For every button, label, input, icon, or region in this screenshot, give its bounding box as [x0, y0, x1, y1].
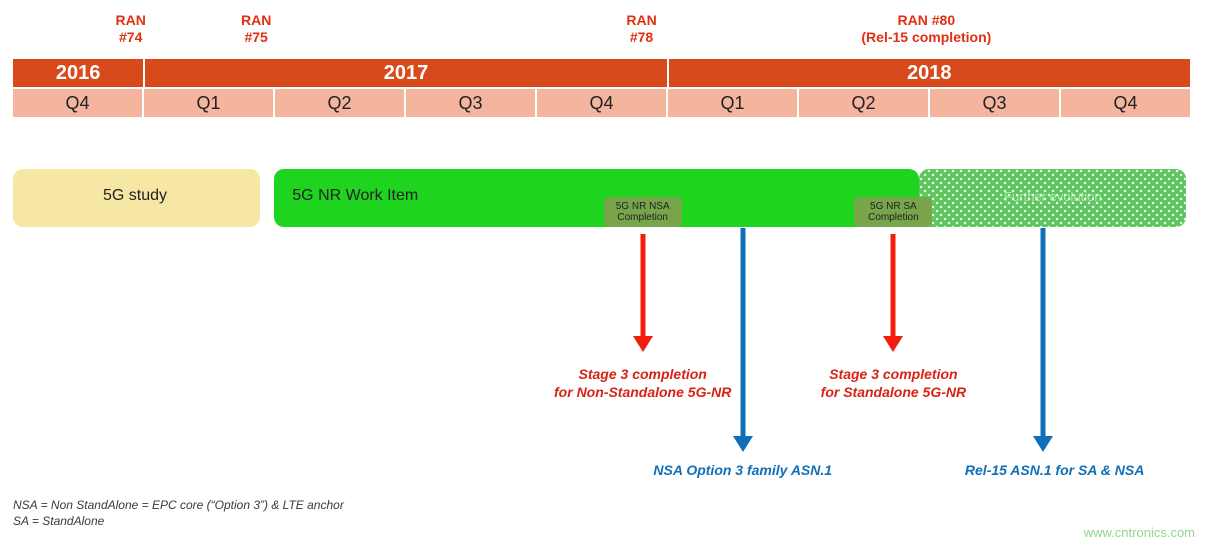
watermark-text: www.cntronics.com: [1084, 525, 1195, 540]
quarter-cell: Q1: [144, 89, 275, 117]
quarter-cell: Q2: [275, 89, 406, 117]
year-label: 2018: [907, 62, 952, 85]
further-evolution-bar: Further evolution: [919, 169, 1186, 227]
study-label: 5G study: [103, 187, 167, 205]
quarter-cell: Q4: [537, 89, 668, 117]
milestone-line: NSA Option 3 family ASN.1: [593, 462, 893, 480]
year-cell: 2016: [13, 59, 145, 87]
quarter-row: Q4 Q1 Q2 Q3 Q4 Q1 Q2 Q3 Q4: [13, 89, 1190, 117]
quarter-cell: Q4: [13, 89, 144, 117]
ran-label: RAN#78: [492, 12, 792, 46]
footnote: NSA = Non StandAlone = EPC core (“Option…: [13, 498, 344, 529]
completion-badge: 5G NR SACompletion: [854, 197, 932, 227]
quarter-label: Q3: [458, 93, 482, 114]
ran-label-line: #75: [106, 29, 406, 46]
year-row: 2016 2017 2018: [13, 59, 1190, 87]
further-evolution-label: Further evolution: [919, 189, 1186, 204]
work-item-label: 5G NR Work Item: [292, 187, 418, 205]
footnote-line-2: SA = StandAlone: [13, 514, 344, 530]
quarter-cell: Q3: [406, 89, 537, 117]
quarter-cell: Q3: [930, 89, 1061, 117]
year-cell: 2018: [669, 59, 1190, 87]
ran-label-line: (Rel-15 completion): [776, 29, 1076, 46]
quarter-cell: Q4: [1061, 89, 1190, 117]
year-cell: 2017: [145, 59, 668, 87]
study-bar: 5G study: [13, 169, 260, 227]
milestone-label: Rel-15 ASN.1 for SA & NSA: [905, 462, 1205, 480]
badge-line: 5G NR SA: [870, 201, 917, 212]
quarter-label: Q1: [196, 93, 220, 114]
badge-line: Completion: [868, 212, 919, 223]
footnote-line-1: NSA = Non StandAlone = EPC core (“Option…: [13, 498, 344, 514]
ran-label: RAN#75: [106, 12, 406, 46]
quarter-label: Q4: [1113, 93, 1137, 114]
arrow-down-icon: [631, 234, 655, 352]
timeline-canvas: RAN#74RAN#75RAN#78RAN #80(Rel-15 complet…: [0, 0, 1207, 548]
milestone-line: Rel-15 ASN.1 for SA & NSA: [905, 462, 1205, 480]
ran-label-line: #78: [492, 29, 792, 46]
quarter-label: Q3: [982, 93, 1006, 114]
milestone-line: for Standalone 5G-NR: [743, 384, 1043, 402]
quarter-label: Q2: [327, 93, 351, 114]
arrow-down-icon: [1031, 228, 1055, 452]
ran-label-line: RAN: [492, 12, 792, 29]
ran-label-line: RAN: [106, 12, 406, 29]
badge-line: 5G NR NSA: [616, 201, 670, 212]
quarter-cell: Q2: [799, 89, 930, 117]
work-item-bar: 5G NR Work Item: [274, 169, 919, 227]
badge-line: Completion: [617, 212, 668, 223]
milestone-line: Stage 3 completion: [743, 366, 1043, 384]
year-label: 2016: [56, 62, 101, 85]
quarter-label: Q2: [851, 93, 875, 114]
arrow-down-icon: [881, 234, 905, 352]
ran-label-line: RAN #80: [776, 12, 1076, 29]
quarter-label: Q4: [65, 93, 89, 114]
milestone-label: Stage 3 completionfor Standalone 5G-NR: [743, 366, 1043, 401]
milestone-label: NSA Option 3 family ASN.1: [593, 462, 893, 480]
ran-label: RAN #80(Rel-15 completion): [776, 12, 1076, 46]
arrow-down-icon: [731, 228, 755, 452]
watermark: www.cntronics.com: [1084, 525, 1195, 540]
quarter-label: Q1: [720, 93, 744, 114]
quarter-label: Q4: [589, 93, 613, 114]
completion-badge: 5G NR NSACompletion: [604, 197, 682, 227]
year-label: 2017: [384, 62, 429, 85]
quarter-cell: Q1: [668, 89, 799, 117]
